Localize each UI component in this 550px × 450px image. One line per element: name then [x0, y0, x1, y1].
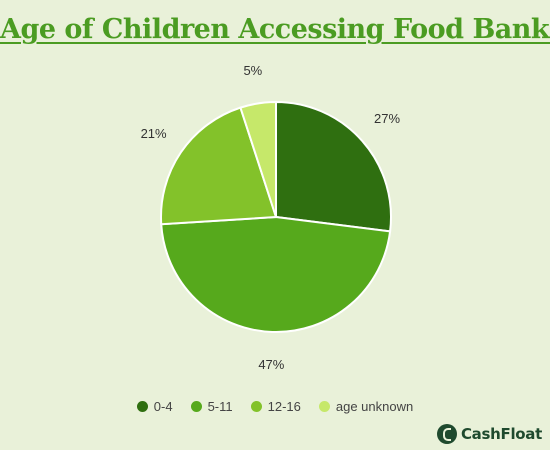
legend-item-12-16: 12-16 [250, 399, 301, 414]
brand-logo: CashFloat [436, 424, 542, 444]
legend-swatch [190, 401, 202, 412]
legend-swatch [250, 401, 262, 412]
legend-label: age unknown [335, 399, 414, 414]
pie-slice-5-11 [160, 215, 392, 333]
legend-swatch [318, 401, 330, 412]
legend-swatch [136, 401, 148, 412]
legend-label: 12-16 [267, 399, 301, 414]
legend: 0-4 5-11 12-16 age unknown [0, 399, 550, 414]
pie-slice-12-16 [160, 106, 278, 226]
legend-item-5-11: 5-11 [190, 399, 233, 414]
slice-label-5-11: 47% [258, 357, 284, 372]
legend-label: 5-11 [207, 399, 233, 414]
pie-slice-age-unknown [239, 100, 277, 218]
slice-label-0-4: 27% [374, 111, 400, 126]
legend-item-age-unknown: age unknown [318, 399, 414, 414]
brand-name: CashFloat [460, 425, 542, 443]
legend-label: 0-4 [153, 399, 173, 414]
cashfloat-logo-icon [436, 424, 457, 444]
slice-label-12-16: 21% [141, 126, 167, 141]
chart-title: Age of Children Accessing Food Banks [0, 14, 550, 45]
slice-label-age-unknown: 5% [243, 63, 262, 78]
pie-slice-0-4 [275, 100, 392, 233]
legend-item-0-4: 0-4 [136, 399, 173, 414]
